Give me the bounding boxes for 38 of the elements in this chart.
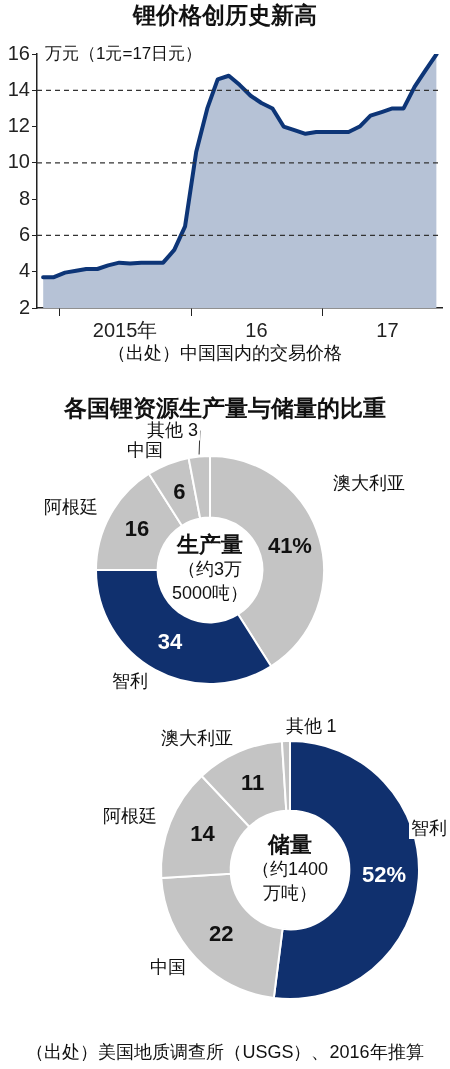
data-label: 16 bbox=[124, 515, 150, 541]
y-tick-label: 14 bbox=[7, 77, 30, 100]
y-axis-title: 万元（1元=17日元） bbox=[45, 43, 203, 63]
chart-title: 各国锂资源生产量与储量的比重 bbox=[63, 395, 386, 422]
chart-title: 锂价格创历史新高 bbox=[132, 2, 317, 29]
slice-label: 阿根廷 bbox=[43, 497, 98, 518]
data-label: 52% bbox=[361, 861, 407, 887]
text: 生产量 bbox=[176, 532, 243, 558]
y-tick-label: 6 bbox=[18, 222, 30, 245]
y-tick-label: 10 bbox=[7, 150, 30, 173]
text: （约1400万吨） bbox=[251, 858, 329, 903]
data-label: 6 bbox=[173, 478, 186, 504]
data-label: 22 bbox=[209, 920, 234, 946]
y-tick-label: 4 bbox=[18, 259, 30, 282]
slice-label: 其他 3 bbox=[146, 419, 198, 440]
text: （出处）美国地质调查所（USGS）、2016年推算 bbox=[26, 1041, 424, 1062]
data-label: 34 bbox=[157, 628, 183, 654]
slice-label: 智利 bbox=[411, 817, 447, 838]
text: （出处）中国国内的交易价格 bbox=[108, 342, 342, 363]
x-tick-label: 2015年 bbox=[92, 318, 158, 341]
data-label: 14 bbox=[190, 821, 216, 847]
slice-label: 阿根廷 bbox=[103, 806, 158, 827]
x-tick-label: 16 bbox=[245, 318, 268, 341]
y-tick-label: 8 bbox=[18, 186, 30, 209]
y-tick-label: 2 bbox=[18, 295, 30, 318]
slice-label: 澳大利亚 bbox=[161, 727, 234, 748]
data-label: 41% bbox=[267, 532, 312, 558]
slice-label: 中国 bbox=[126, 439, 163, 460]
text: （约3万5000吨） bbox=[171, 558, 249, 603]
slice-label: 中国 bbox=[149, 956, 186, 977]
y-tick-label: 12 bbox=[7, 114, 30, 137]
x-tick-label: 17 bbox=[376, 318, 399, 341]
text: 储量 bbox=[267, 832, 312, 858]
data-label: 11 bbox=[240, 769, 265, 795]
slice-label: 澳大利亚 bbox=[332, 473, 405, 494]
y-tick-label: 16 bbox=[7, 41, 30, 64]
slice-label: 智利 bbox=[112, 671, 149, 692]
slice-label: 其他 1 bbox=[285, 716, 337, 737]
